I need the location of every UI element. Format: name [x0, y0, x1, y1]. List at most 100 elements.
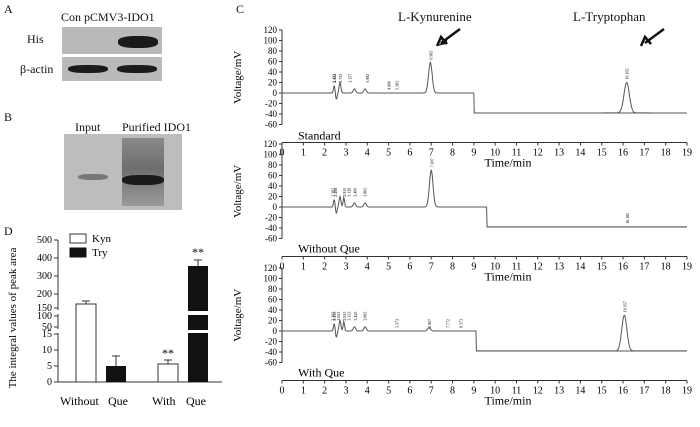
peak-ann-2-11: 16.057 — [622, 301, 627, 312]
xtick-label-0-14: 14 — [575, 148, 585, 159]
ylabel-0: Voltage/mV — [232, 51, 244, 104]
xtick-label-0-8: 8 — [450, 148, 455, 159]
xtick-label-2-2: 2 — [322, 386, 327, 397]
peak-ann-2-4: 3.123 — [347, 312, 352, 321]
xtick-label-0-4: 4 — [365, 148, 370, 159]
panel-b-lane-input: Input — [75, 120, 101, 134]
xtick-label-2-4: 4 — [365, 386, 370, 397]
xtick-label-2-16: 16 — [618, 386, 628, 397]
peak-ann-0-5: 4.990 — [386, 81, 391, 90]
peak-ann-2-3: 2.915 — [342, 312, 347, 321]
ytick-300: 300 — [37, 271, 52, 282]
xtick-label-0-18: 18 — [661, 148, 671, 159]
actin-band-con — [68, 65, 108, 73]
ytick-label-1-1: 100 — [264, 150, 278, 160]
ytick-label-0-3: 60 — [268, 57, 278, 67]
xlabel-0: Time/min — [485, 156, 532, 170]
xtick-label-0-17: 17 — [639, 148, 649, 159]
ytick-0: 0 — [47, 377, 52, 388]
panel-d-ylabel: The integral values of peak area — [7, 247, 19, 388]
panel-d-chart: The integral values of peak area 500 400… — [7, 233, 222, 408]
xtick-label-1-12: 12 — [533, 262, 543, 273]
xtick-label-0-12: 12 — [533, 148, 543, 159]
peak-ann-2-7: 5.373 — [395, 319, 400, 328]
xtick-label-2-17: 17 — [639, 386, 649, 397]
peak-ann-1-1: 2.488 — [333, 188, 338, 197]
ytick-label-0-2: 80 — [268, 46, 278, 56]
panel-a-letter: A — [4, 2, 13, 16]
xtick-label-2-1: 1 — [301, 386, 306, 397]
xtick-label-1-18: 18 — [661, 262, 671, 273]
legend-try-swatch — [69, 247, 87, 258]
xtick-label-1-11: 11 — [512, 262, 522, 273]
ytick-label-1-3: 60 — [268, 171, 278, 181]
sig-kyn-with: ** — [162, 346, 174, 360]
ytick-label-2-1: 100 — [264, 274, 278, 284]
ytick-label-0-7: -20 — [265, 99, 277, 109]
group-label-with: With — [152, 394, 176, 408]
xtick-label-2-19: 19 — [682, 386, 692, 397]
xtick-label-2-10: 10 — [490, 386, 500, 397]
xtick-label-1-19: 19 — [682, 262, 692, 273]
xtick-label-0-6: 6 — [407, 148, 412, 159]
peak-ann-2-6: 3.865 — [362, 312, 367, 321]
xtick-label-1-6: 6 — [407, 262, 412, 273]
ytick-150: 150 — [37, 303, 52, 314]
sig-try-with: ** — [192, 245, 204, 259]
ytick-label-2-9: -60 — [265, 358, 277, 368]
ytick-label-2-7: -20 — [265, 337, 277, 347]
legend-try-label: Try — [92, 247, 108, 259]
purified-lane-smear — [122, 138, 164, 206]
ytick-label-0-4: 40 — [268, 67, 278, 77]
group-label-que-2: Que — [186, 394, 206, 408]
peak-ann-2-8: 6.907 — [427, 319, 432, 328]
panel-d-letter: D — [4, 224, 13, 238]
arrow-try-icon — [639, 27, 665, 47]
ytick-5: 5 — [47, 361, 52, 372]
peak-ann-0-7: 6.965 — [429, 51, 434, 60]
ytick-label-1-9: -60 — [265, 234, 277, 244]
xtick-label-2-8: 8 — [450, 386, 455, 397]
xtick-label-2-3: 3 — [343, 386, 348, 397]
his-band — [118, 36, 158, 48]
xtick-label-1-2: 2 — [322, 262, 327, 273]
ytick-label-2-4: 40 — [268, 305, 278, 315]
label-kynurenine: L-Kynurenine — [398, 9, 472, 24]
ytick-200: 200 — [37, 289, 52, 300]
legend-kyn-swatch — [69, 233, 87, 244]
peak-ann-1-2: 2.915 — [342, 188, 347, 197]
peak-ann-1-0: 2.365 — [330, 188, 335, 197]
ytick-label-2-5: 20 — [268, 316, 278, 326]
xtick-label-1-14: 14 — [575, 262, 585, 273]
peak-ann-2-2: 2.623 — [336, 312, 341, 321]
ylabel-1: Voltage/mV — [232, 165, 244, 218]
group-label-without: Without — [60, 394, 100, 408]
panel-a-row-his: His — [27, 32, 44, 46]
peak-ann-1-3: 3.126 — [347, 188, 352, 197]
panel-c-letter: C — [236, 2, 245, 16]
ytick-label-2-3: 60 — [268, 295, 278, 305]
panel-b-lane-purified: Purified IDO1 — [122, 120, 191, 134]
xtick-label-0-2: 2 — [322, 148, 327, 159]
xtick-label-2-5: 5 — [386, 386, 391, 397]
xtick-label-2-13: 13 — [554, 386, 564, 397]
xtick-label-2-7: 7 — [429, 386, 434, 397]
peak-ann-0-4: 3.982 — [365, 74, 370, 83]
xtick-label-2-9: 9 — [471, 386, 476, 397]
xtick-label-1-13: 13 — [554, 262, 564, 273]
xtick-label-0-15: 15 — [597, 148, 607, 159]
bar-kyn-without — [75, 300, 97, 383]
xtick-label-2-6: 6 — [407, 386, 412, 397]
ylabel-2: Voltage/mV — [232, 289, 244, 342]
his-blot — [62, 27, 162, 54]
bar-kyn-with — [157, 359, 179, 383]
y-ticks: 500 400 300 200 150 100 50 15 10 5 0 — [37, 235, 58, 388]
ytick-label-2-8: -40 — [265, 347, 277, 357]
ytick-10: 10 — [42, 345, 52, 356]
xlabel-1: Time/min — [485, 270, 532, 284]
trace-name-2: With Que — [298, 366, 345, 380]
ytick-50: 50 — [42, 322, 52, 333]
xtick-label-1-5: 5 — [386, 262, 391, 273]
purified-gel — [64, 134, 182, 210]
